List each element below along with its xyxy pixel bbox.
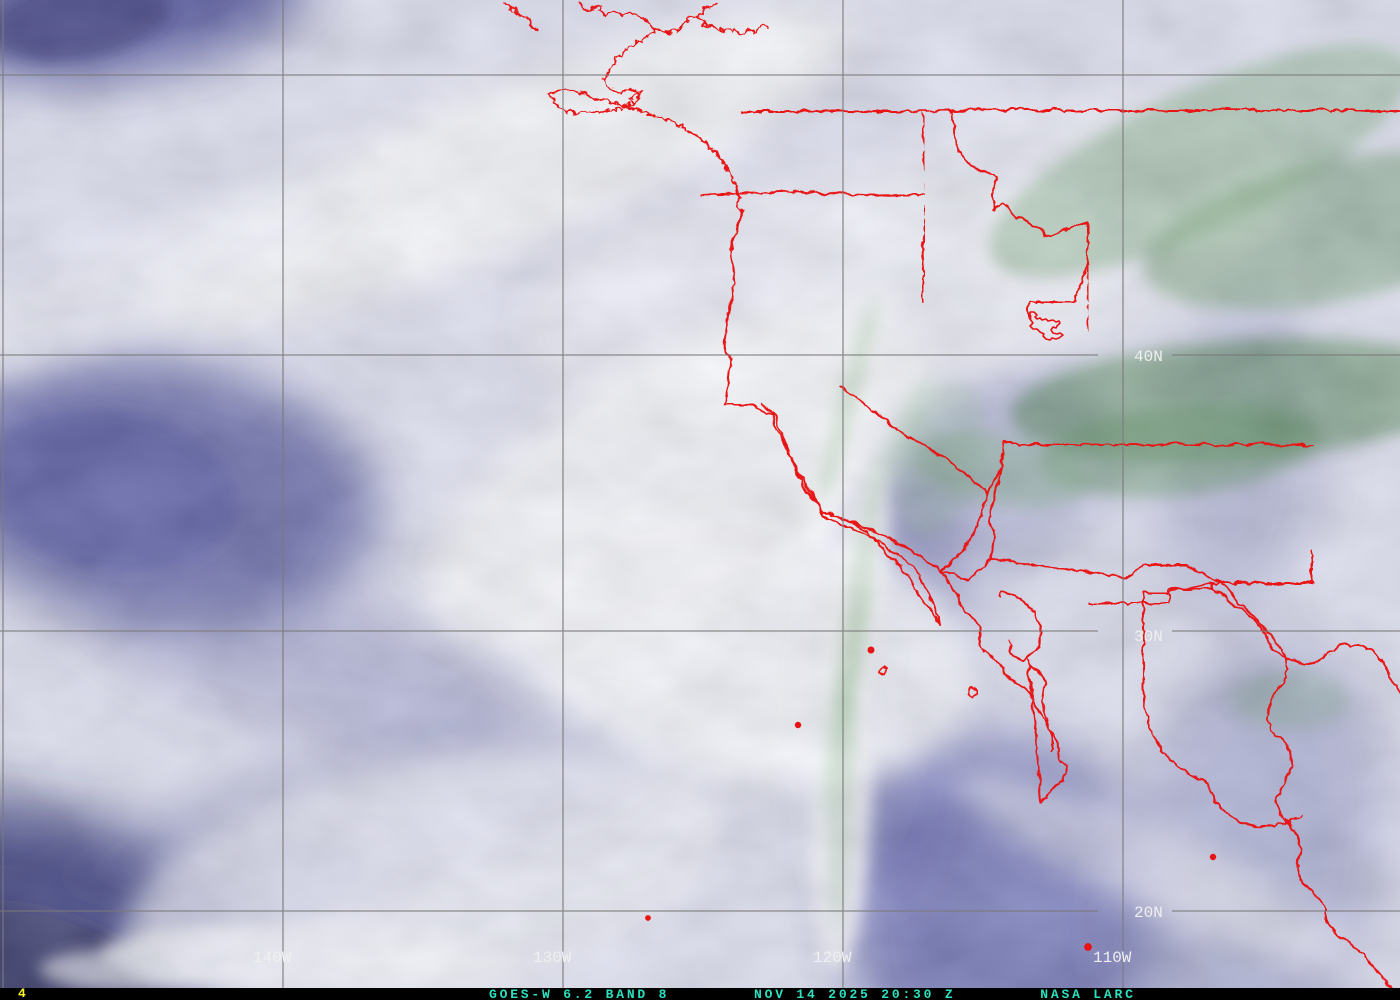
- svg-text:140W: 140W: [253, 949, 292, 967]
- svg-text:120W: 120W: [813, 949, 852, 967]
- svg-text:110W: 110W: [1093, 949, 1132, 967]
- svg-text:40N: 40N: [1134, 348, 1163, 366]
- svg-text:30N: 30N: [1134, 628, 1163, 646]
- svg-text:20N: 20N: [1134, 904, 1163, 922]
- svg-text:130W: 130W: [533, 949, 572, 967]
